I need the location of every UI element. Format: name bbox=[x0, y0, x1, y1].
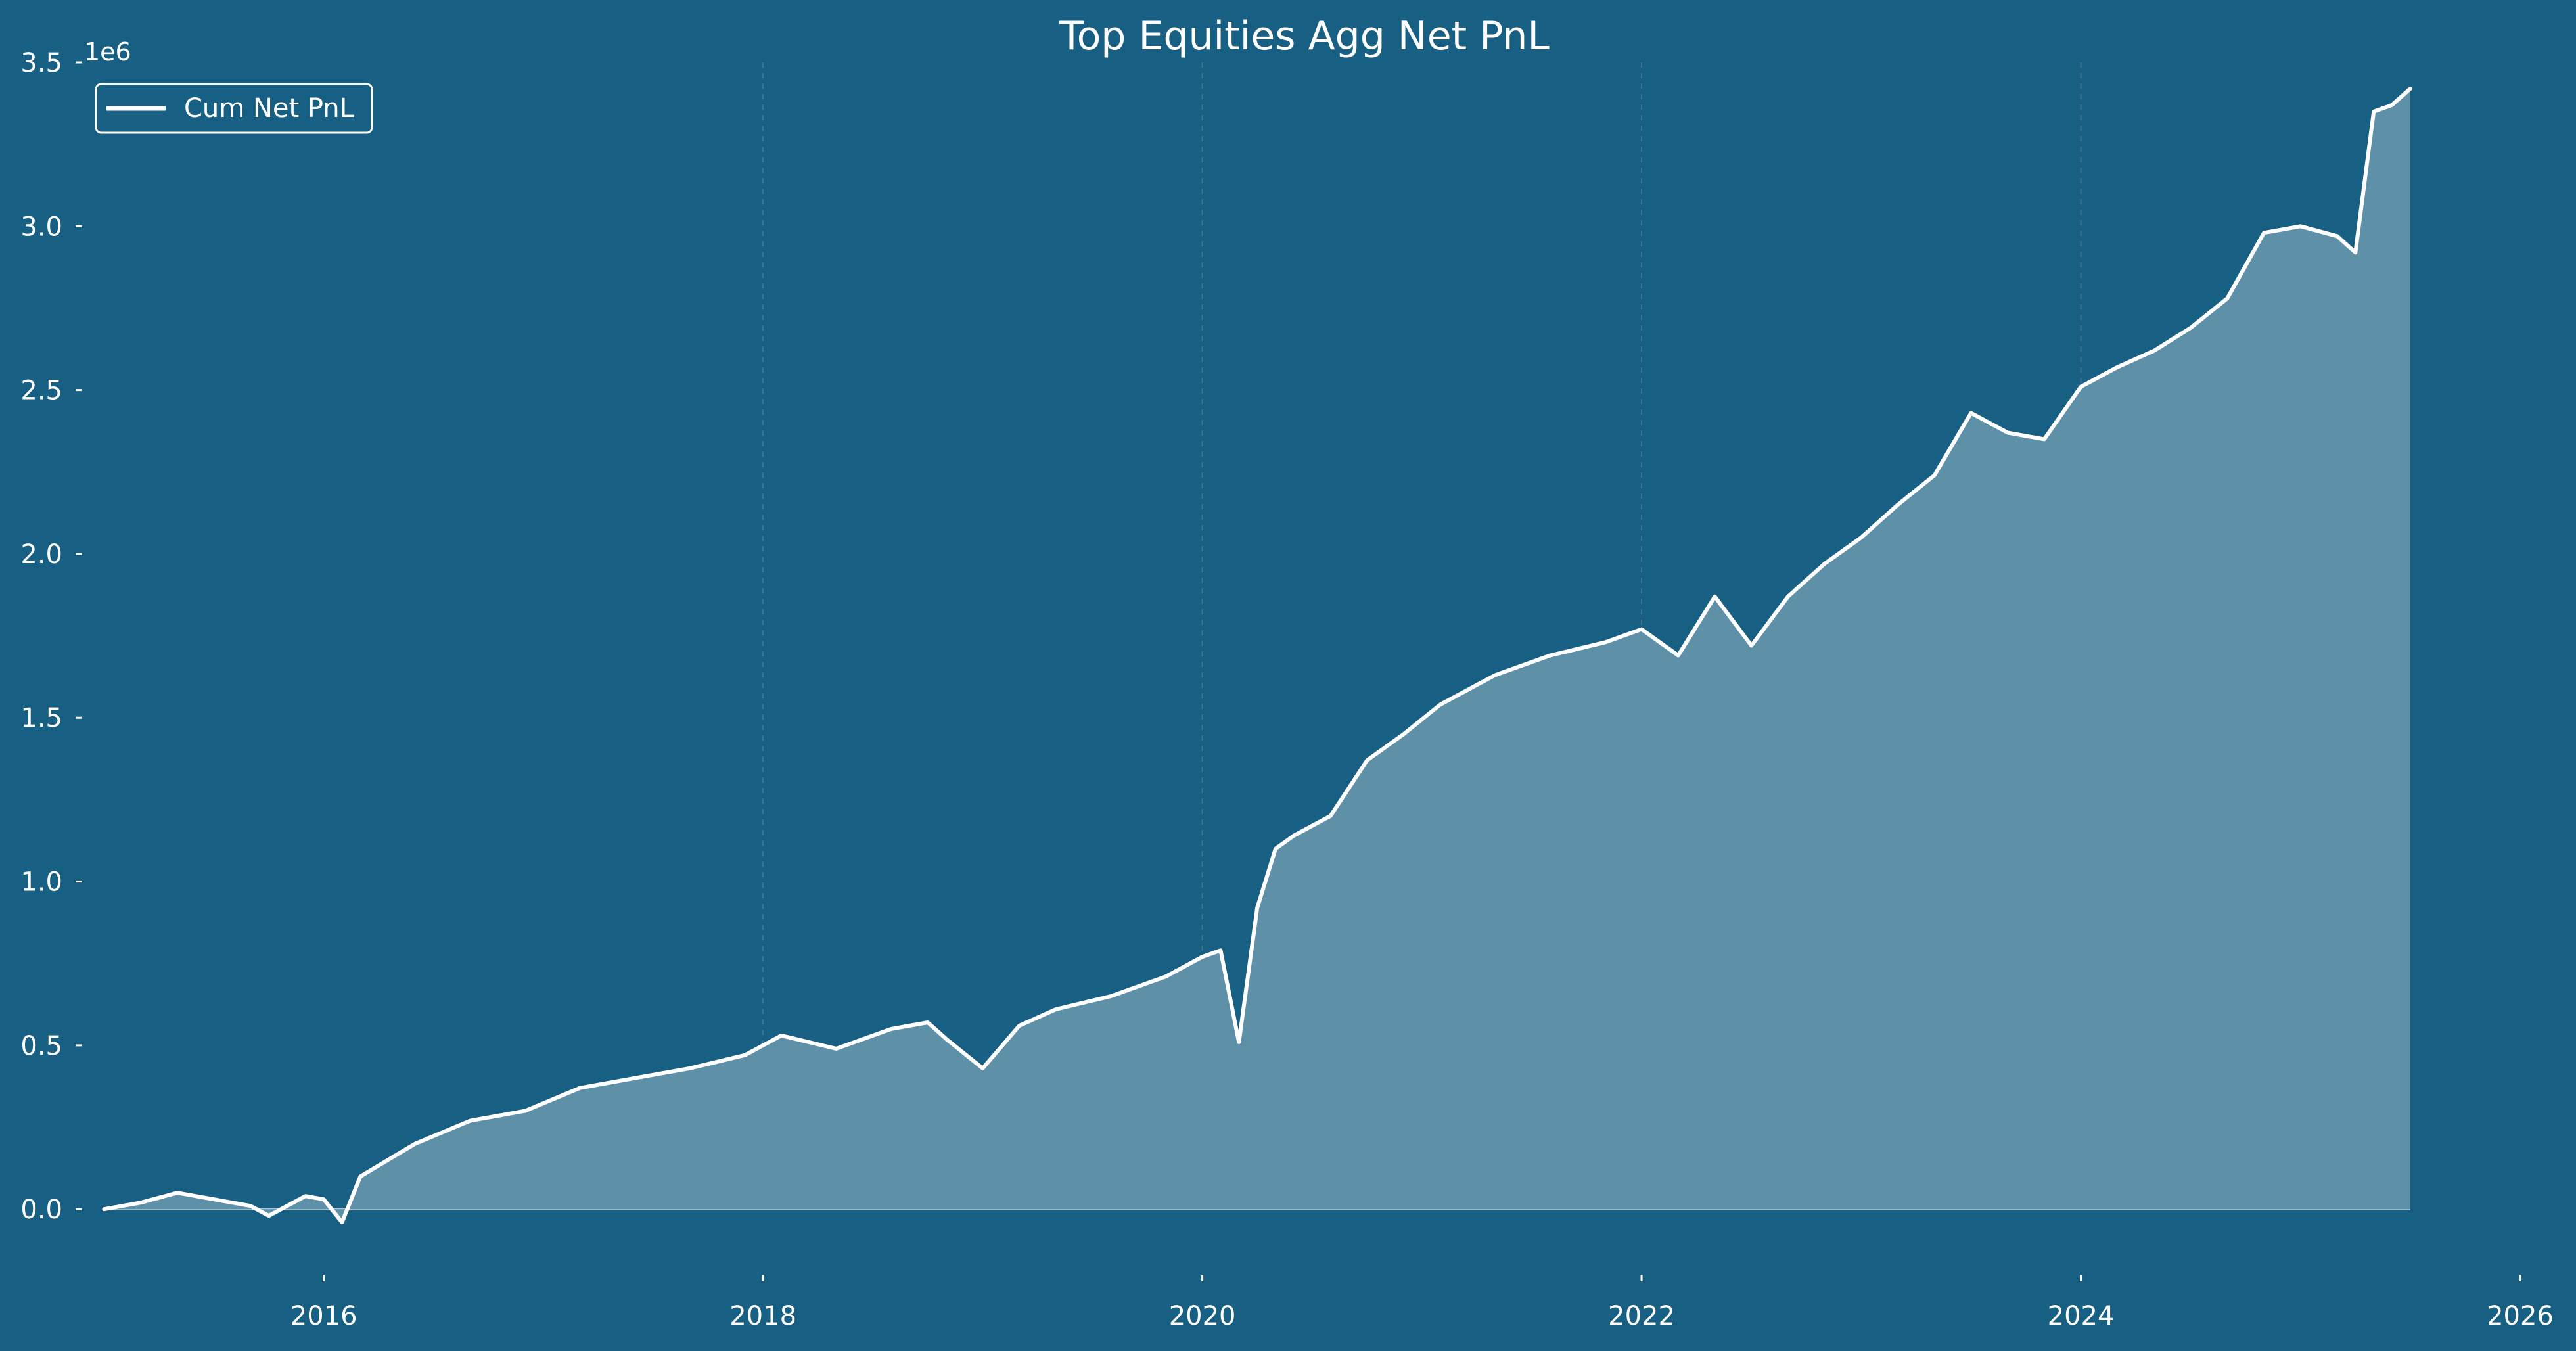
pnl-line bbox=[102, 86, 2412, 1225]
x-tick-label: 2022 bbox=[1608, 1301, 1675, 1331]
legend: Cum Net PnL bbox=[95, 83, 373, 134]
x-tick-label: 2016 bbox=[290, 1301, 357, 1331]
x-tick-label: 2020 bbox=[1169, 1301, 1236, 1331]
axis-ticks: 0.0 0.5 1.0 1.5 2.0 2.5 3.0 3.5 2016 2018 2020 2022… bbox=[20, 48, 2554, 1331]
legend-label: Cum Net PnL bbox=[184, 93, 355, 124]
y-tick-label: 0.5 bbox=[20, 1031, 62, 1061]
legend-box bbox=[95, 83, 373, 134]
y-tick-label: 2.0 bbox=[20, 539, 62, 570]
pnl-area-fill bbox=[104, 88, 2410, 1223]
x-tick-label: 2026 bbox=[2487, 1301, 2554, 1331]
y-tick-label: 1.0 bbox=[20, 867, 62, 898]
y-axis-multiplier: 1e6 bbox=[84, 37, 131, 66]
x-tick-label: 2024 bbox=[2048, 1301, 2115, 1331]
y-tick-label: 3.0 bbox=[20, 212, 62, 242]
y-tick-label: 3.5 bbox=[20, 48, 62, 78]
chart-title: Top Equities Agg Net PnL bbox=[1059, 13, 1550, 59]
y-tick-label: 0.0 bbox=[20, 1195, 62, 1225]
y-tick-label: 1.5 bbox=[20, 703, 62, 733]
y-tick-label: 2.5 bbox=[20, 376, 62, 406]
x-tick-label: 2018 bbox=[729, 1301, 796, 1331]
